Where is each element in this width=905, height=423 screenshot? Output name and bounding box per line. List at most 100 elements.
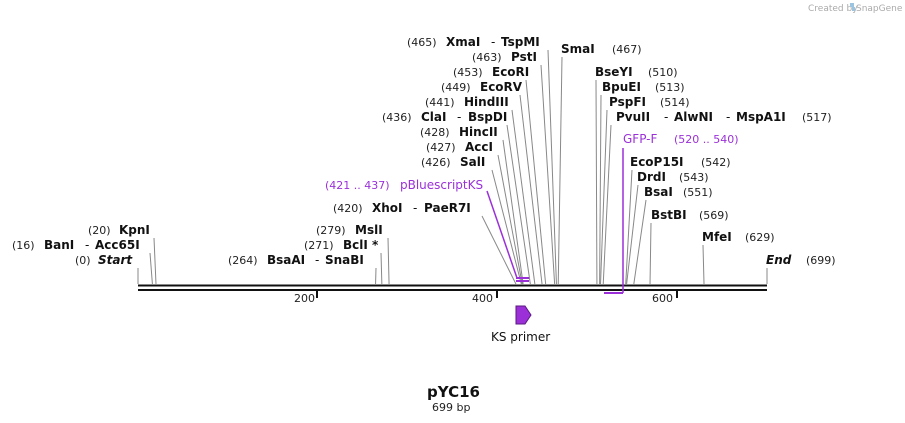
enzyme-mspa1i[interactable]: MspA1I [736, 110, 786, 124]
separator: - [457, 110, 461, 124]
primer-gfp-f-range: (520 .. 540) [674, 133, 739, 146]
end-label: End [766, 253, 792, 267]
leader-line-hindiii [511, 109, 536, 285]
enzyme-clai[interactable]: ClaI [421, 110, 446, 124]
enzyme-pspfi-pos: (514) [660, 96, 690, 109]
snapgene-brand: SnapGene [856, 4, 903, 14]
leader-line-ecorv [519, 94, 543, 285]
enzyme-ecorv-pos: (449) [441, 81, 471, 94]
primer-pbluescriptks[interactable]: pBluescriptKS [400, 178, 483, 192]
enzyme-hindiii-pos: (441) [425, 96, 455, 109]
enzyme-bpuei-pos: (513) [655, 81, 685, 94]
separator: - [491, 35, 495, 49]
snapgene-logo-icon [850, 3, 855, 11]
enzyme-smai[interactable]: SmaI [561, 42, 595, 56]
enzyme-xmai-pos: (465) [407, 36, 437, 49]
enzyme-hindiii[interactable]: HindIII [464, 95, 509, 109]
separator: - [85, 238, 89, 252]
enzyme-bstbi[interactable]: BstBI [651, 208, 687, 222]
enzyme-leader-lines [137, 49, 768, 285]
enzyme-bani-pos: (16) [12, 239, 35, 252]
enzyme-mfei[interactable]: MfeI [702, 230, 732, 244]
end-position: (699) [806, 254, 836, 267]
leader-line-pspfi [600, 109, 608, 285]
enzyme-ecori[interactable]: EcoRI [492, 65, 529, 79]
leader-line-xhoi [481, 215, 517, 285]
feature-ks-primer-label: KS primer [491, 330, 550, 344]
enzyme-bsai[interactable]: BsaI [644, 185, 673, 199]
enzyme-hincii[interactable]: HincII [459, 125, 498, 139]
start-label: Start [98, 253, 133, 267]
enzyme-kpni[interactable]: KpnI [119, 223, 150, 237]
leader-line-kpni [153, 237, 157, 285]
enzyme-pspfi[interactable]: PspFI [609, 95, 646, 109]
enzyme-labels: (20) KpnI (16) BanI - Acc65I (279) MslI … [12, 35, 832, 267]
enzyme-drdi[interactable]: DrdI [637, 170, 666, 184]
enzyme-psti[interactable]: PstI [511, 50, 537, 64]
plasmid-name: pYC16 [427, 383, 480, 401]
enzyme-pvuii[interactable]: PvuII [616, 110, 650, 124]
leader-line-psti [540, 64, 556, 285]
enzyme-sali[interactable]: SalI [460, 155, 485, 169]
leader-line-bpuei [599, 94, 602, 285]
scale-ticks: 200 400 600 [294, 291, 678, 305]
enzyme-bcli[interactable]: BclI * [343, 238, 379, 252]
enzyme-bpuei[interactable]: BpuEI [602, 80, 641, 94]
enzyme-clai-pos: (436) [382, 111, 412, 124]
enzyme-kpni-pos: (20) [88, 224, 111, 237]
enzyme-bsaai[interactable]: BsaAI [267, 253, 305, 267]
enzyme-smai-pos: (467) [612, 43, 642, 56]
enzyme-tspmi[interactable]: TspMI [501, 35, 540, 49]
primer-sites: (421 .. 437) pBluescriptKS GFP-F (520 ..… [325, 132, 739, 294]
enzyme-acci[interactable]: AccI [465, 140, 493, 154]
enzyme-bstbi-pos: (569) [699, 209, 729, 222]
dna-backbone [138, 284, 767, 291]
enzyme-paer7i[interactable]: PaeR7I [424, 201, 471, 215]
primer-pbluescriptks-range: (421 .. 437) [325, 179, 390, 192]
enzyme-pvuii-pos: (517) [802, 111, 832, 124]
enzyme-xhoi[interactable]: XhoI [372, 201, 403, 215]
leader-line-bstbi [649, 222, 652, 285]
enzyme-snabi[interactable]: SnaBI [325, 253, 364, 267]
enzyme-bspdi[interactable]: BspDI [468, 110, 507, 124]
tick-400: 400 [472, 292, 493, 305]
leader-line-bsai [633, 199, 647, 285]
created-by-text: Created by [808, 4, 858, 14]
primer-gfp-f[interactable]: GFP-F [623, 132, 658, 146]
tick-200: 200 [294, 292, 315, 305]
enzyme-drdi-pos: (543) [679, 171, 709, 184]
leader-line-pvuii [602, 124, 612, 285]
leader-line-drdi [626, 184, 639, 285]
plasmid-size: 699 bp [432, 401, 470, 414]
start-position: (0) [75, 254, 91, 267]
leader-line-sali [491, 169, 522, 285]
enzyme-bcli-pos: (271) [304, 239, 334, 252]
enzyme-bani[interactable]: BanI [44, 238, 74, 252]
leader-line-ecori [525, 79, 547, 285]
separator: - [664, 110, 668, 124]
leader-line-acci [497, 154, 523, 285]
enzyme-bseyi[interactable]: BseYI [595, 65, 633, 79]
enzyme-xmai[interactable]: XmaI [446, 35, 480, 49]
enzyme-ecop15i-pos: (542) [701, 156, 731, 169]
enzyme-bsai-pos: (551) [683, 186, 713, 199]
enzyme-ecop15i[interactable]: EcoP15I [630, 155, 684, 169]
separator: - [726, 110, 730, 124]
enzyme-msli-pos: (279) [316, 224, 346, 237]
enzyme-sali-pos: (426) [421, 156, 451, 169]
enzyme-bsaai-pos: (264) [228, 254, 258, 267]
feature-ks-primer[interactable]: KS primer [491, 305, 550, 344]
leader-line-bcli- [380, 252, 383, 285]
enzyme-ecorv[interactable]: EcoRV [480, 80, 523, 94]
leader-line-bani [149, 252, 153, 285]
leader-line-mfei [702, 244, 705, 285]
enzyme-alwni[interactable]: AlwNI [674, 110, 713, 124]
separator: - [315, 253, 319, 267]
enzyme-msli[interactable]: MslI [355, 223, 383, 237]
leader-line-msli [387, 237, 390, 285]
enzyme-hincii-pos: (428) [420, 126, 450, 139]
enzyme-acc65i[interactable]: Acc65I [95, 238, 140, 252]
leader-line-bseyi [595, 79, 598, 285]
enzyme-acci-pos: (427) [426, 141, 456, 154]
